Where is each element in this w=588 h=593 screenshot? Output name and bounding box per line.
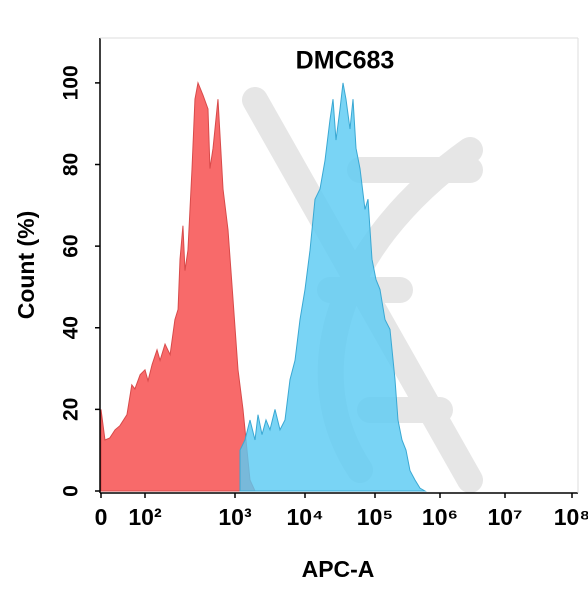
x-tick-label: 0	[95, 504, 108, 530]
y-tick-label: 20	[60, 398, 83, 421]
y-tick-label: 40	[60, 316, 83, 339]
histogram-area	[100, 81, 256, 492]
y-tick-label: 0	[60, 485, 83, 497]
x-axis-title: APC-A	[302, 556, 375, 582]
x-tick-label: 10⁸	[554, 504, 588, 530]
x-tick-label: 10⁶	[422, 504, 458, 530]
chart-title: DMC683	[296, 47, 395, 75]
x-tick-label: 10²	[128, 504, 162, 530]
y-tick-label: 60	[60, 234, 83, 257]
x-tick-label: 10⁷	[487, 504, 522, 530]
x-tick-label: 10⁴	[287, 504, 324, 530]
histogram-area	[239, 82, 427, 492]
y-tick-label: 100	[60, 65, 83, 100]
y-axis-title: Count (%)	[13, 211, 39, 320]
y-tick-label: 80	[60, 153, 83, 176]
x-tick-label: 10⁵	[357, 504, 393, 530]
x-tick-label: 10³	[218, 504, 252, 530]
plot-area	[100, 81, 427, 492]
